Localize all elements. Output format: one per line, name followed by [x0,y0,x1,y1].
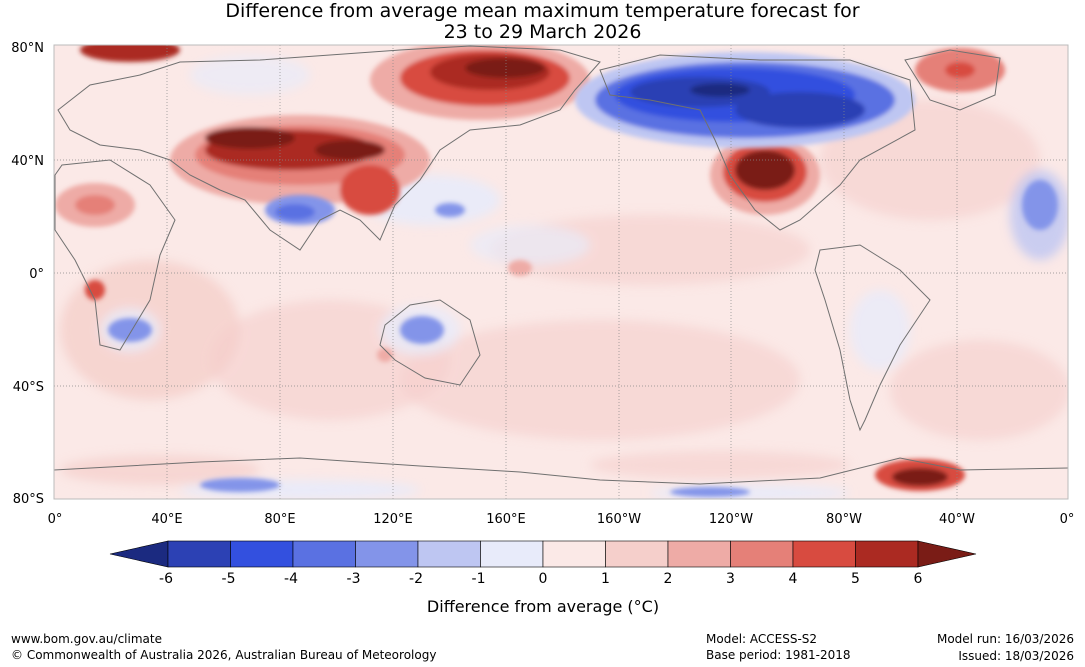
colorbar [109,540,977,568]
anomaly-field-warm [55,45,1005,491]
lon-label-160e: 160°E [486,512,526,527]
colorbar-tick-label: 2 [664,571,673,587]
footer-copyright: © Commonwealth of Australia 2026, Austra… [11,648,437,662]
coastlines [54,45,1068,485]
coastline-greenland [904,49,1001,111]
colorbar-arrow-high [917,540,977,568]
colorbar-segment [542,540,606,568]
lat-label-80s: 80°S [13,492,44,507]
colorbar-tick-label: -2 [409,571,423,587]
colorbar-tick-label: -6 [159,571,173,587]
footer-base-period: Base period: 1981-2018 [706,648,851,662]
colorbar-tick-label: 1 [601,571,610,587]
map-frame [53,44,1069,500]
colorbar-title: Difference from average (°C) [427,597,659,616]
lon-label-0-west: 0° [48,512,63,527]
coastline-south-america [814,244,931,432]
lon-label-120w: 120°W [709,512,753,527]
colorbar-segment [292,540,356,568]
coastline-antarctica [54,457,1068,485]
lon-label-40w: 40°W [939,512,975,527]
lat-label-80n: 80°N [11,41,44,56]
footer-website: www.bom.gov.au/climate [11,632,162,646]
colorbar-tick-label: -4 [284,571,298,587]
lon-label-160w: 160°W [597,512,641,527]
colorbar-segment [167,540,231,568]
colorbar-segment [605,540,669,568]
colorbar-tick-label: -3 [347,571,361,587]
map-title-line1: Difference from average mean maximum tem… [225,0,860,22]
colorbar-segment [667,540,731,568]
colorbar-tick-label: 3 [726,571,735,587]
lat-label-0: 0° [29,267,44,282]
footer-model-run: Model run: 16/03/2026 [936,632,1074,646]
coastline-africa [54,159,176,351]
colorbar-tick-label: -5 [222,571,236,587]
footer-issued: Issued: 18/03/2026 [958,649,1074,663]
colorbar-segment [855,540,919,568]
map-title-line2: 23 to 29 March 2026 [443,21,642,43]
anomaly-field-cool [108,52,1058,497]
coastline-australia [379,299,481,386]
footer-model: Model: ACCESS-S2 [706,632,818,646]
colorbar-tick-label: -1 [472,571,486,587]
colorbar-tick-label: 5 [851,571,860,587]
lon-label-80w: 80°W [826,512,862,527]
colorbar-arrow-low [109,540,169,568]
colorbar-segment [230,540,294,568]
colorbar-tick-label: 6 [914,571,923,587]
lon-label-80e: 80°E [264,512,295,527]
lat-label-40s: 40°S [13,380,44,395]
map-panel [54,45,1068,499]
lon-label-0-east: 0° [1060,512,1075,527]
coastline-north-america [599,54,916,231]
colorbar-segment [792,540,856,568]
colorbar-segment [730,540,794,568]
colorbar-tick-label: 0 [539,571,548,587]
colorbar-segment [480,540,544,568]
colorbar-segment [417,540,481,568]
coastline-eurasia [57,45,601,251]
lat-label-40n: 40°N [11,154,44,169]
colorbar-segment [355,540,419,568]
graticule [54,45,1068,499]
latitude-axis: 80°N 40°N 0° 40°S 80°S [11,41,44,507]
colorbar-tick-labels: -6 -5 -4 -3 -2 -1 0 1 2 3 4 5 6 [159,571,923,587]
lon-label-40e: 40°E [151,512,182,527]
colorbar-tick-label: 4 [789,571,798,587]
longitude-axis: 0° 40°E 80°E 120°E 160°E 160°W 120°W 80°… [48,512,1075,527]
lon-label-120e: 120°E [373,512,413,527]
